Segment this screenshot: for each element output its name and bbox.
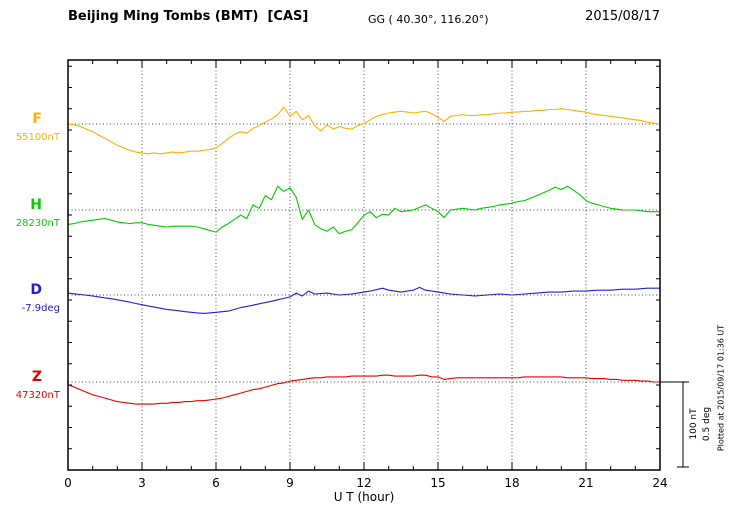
trace-label-D: D (30, 282, 42, 298)
station-coordinates: GG ( 40.30°, 116.20°) (368, 13, 489, 26)
plot-frame (67, 59, 661, 471)
x-tick-label-6: 6 (212, 476, 220, 490)
x-tick-label-24: 24 (652, 476, 667, 490)
x-tick-label-9: 9 (286, 476, 294, 490)
trace-baseline-value-D: -7.9deg (21, 303, 60, 314)
trace-F (67, 106, 661, 155)
observation-date: 2015/08/17 (585, 9, 660, 24)
x-tick-label-0: 0 (64, 476, 72, 490)
trace-baseline-value-Z: 47320nT (15, 390, 60, 401)
x-tick-label-15: 15 (430, 476, 445, 490)
trace-Z (67, 374, 660, 405)
trace-baseline-value-H: 28230nT (15, 218, 60, 229)
x-tick-label-21: 21 (578, 476, 593, 490)
scalebar-nt-label: 100 nT (689, 408, 699, 440)
x-tick-label-12: 12 (356, 476, 371, 490)
x-tick-label-3: 3 (138, 476, 146, 490)
trace-D (67, 286, 660, 314)
x-axis-title: U T (hour) (333, 490, 395, 504)
x-tick-label-18: 18 (504, 476, 519, 490)
trace-baseline-value-F: 55100nT (15, 132, 60, 143)
plotted-at-note: Plotted at 2015/09/17 01:36 UT (716, 324, 726, 452)
trace-label-F: F (32, 111, 42, 127)
trace-label-Z: Z (31, 369, 42, 385)
scalebar-deg-label: 0.5 deg (702, 406, 712, 442)
trace-label-H: H (30, 197, 42, 213)
trace-H (67, 185, 660, 235)
station-title: Beijing Ming Tombs (BMT) [CAS] (68, 9, 309, 24)
